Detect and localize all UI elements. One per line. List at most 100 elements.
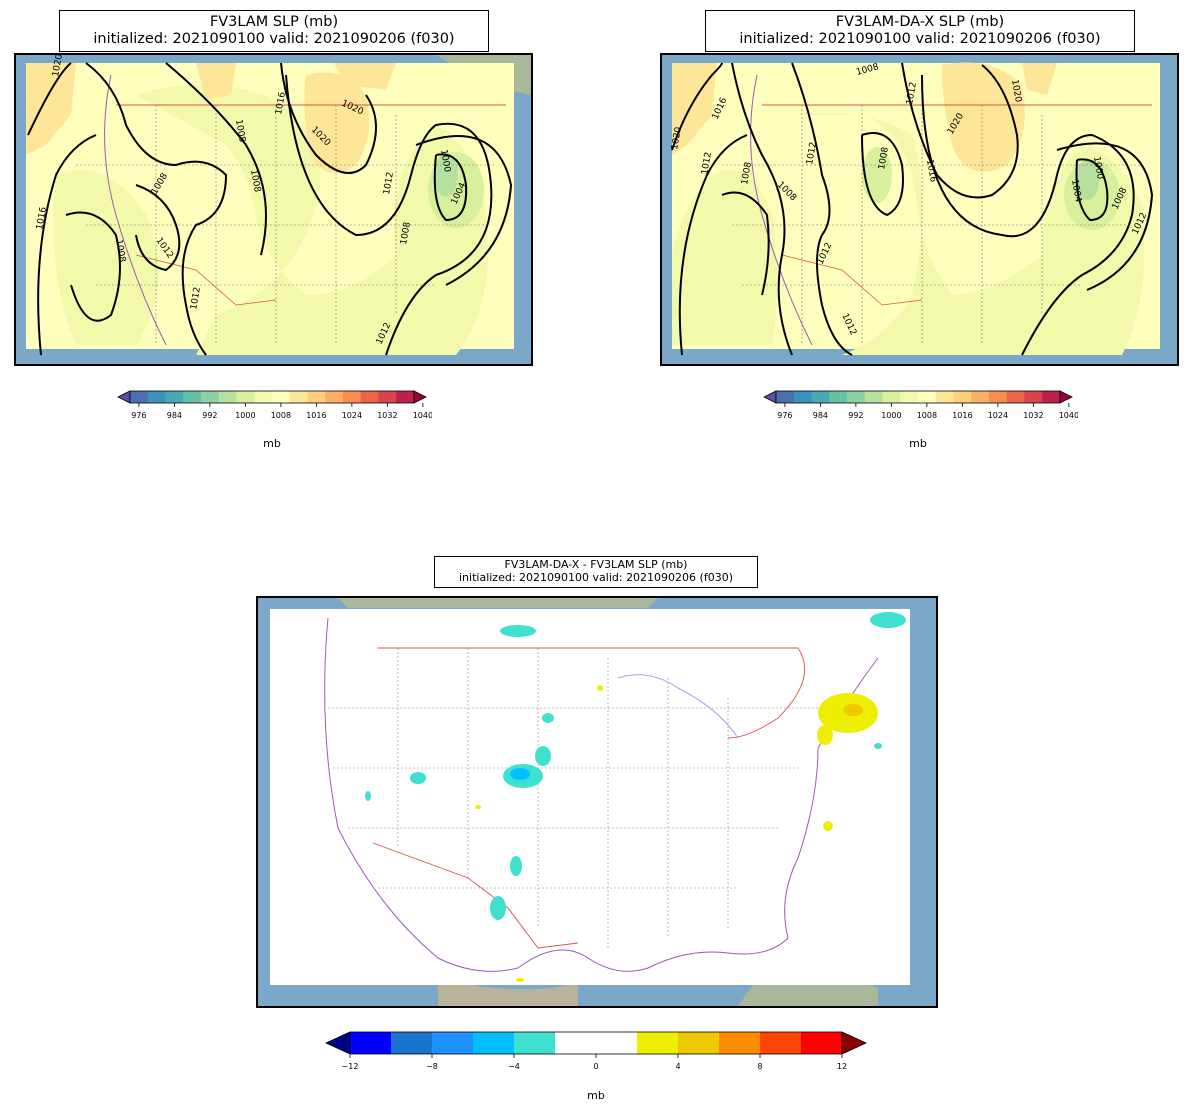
colorbar-segment (596, 1032, 638, 1054)
panel-title: FV3LAM-DA-X - FV3LAM SLP (mb) initialize… (434, 556, 758, 588)
colorbar-tick-label: 1008 (271, 411, 291, 420)
colorbar-extend-max (413, 390, 427, 404)
slp-colorbar-canvas: 9769849921000100810161024103210401048 (763, 390, 1115, 420)
contour-label: 1012 (805, 141, 819, 165)
colorbar-segment (360, 391, 379, 403)
colorbar-tick-label: 1008 (917, 411, 937, 420)
colorbar-segment (678, 1032, 720, 1054)
contour-label: 1008 (399, 221, 413, 246)
colorbar-segment (343, 391, 362, 403)
colorbar-segment (811, 391, 830, 403)
colorbar-segment (555, 1032, 597, 1054)
contour-label: 1004 (1069, 179, 1083, 204)
contour-label: 1020 (1009, 79, 1023, 104)
colorbar-segment (396, 391, 415, 403)
colorbar-tick-label: 8 (757, 1062, 762, 1071)
colorbar-outline (775, 390, 1061, 404)
contour-label: 1016 (35, 206, 49, 231)
colorbar-segment (307, 391, 326, 403)
slp-map-canvas: 1008 1012 1020 1016 1020 1012 1016 1020 … (662, 55, 1177, 364)
colorbar-segment (776, 391, 795, 403)
colorbar-tick-label: 1000 (235, 411, 255, 420)
contour-label: 1008 (248, 169, 262, 194)
contour-label: 1008 (113, 239, 127, 264)
title-line-2: initialized: 2021090100 valid: 202109020… (739, 30, 1101, 47)
colorbar-segment (637, 1032, 679, 1054)
colorbar-tick-label: 1040 (1059, 411, 1078, 420)
colorbar-segment (719, 1032, 761, 1054)
colorbar-tick-label: 1024 (342, 411, 362, 420)
colorbar-segment (971, 391, 990, 403)
colorbar-segment (218, 391, 237, 403)
positive-difference-core (843, 704, 863, 716)
colorbar-segment (473, 1032, 515, 1054)
colorbar-segment (289, 391, 308, 403)
slp-map: 1020 1016 1020 1020 1016 1008 1008 1008 … (14, 53, 533, 366)
colorbar-segment (935, 391, 954, 403)
colorbar-segment (953, 391, 972, 403)
colorbar-tick-label: 984 (167, 411, 182, 420)
colorbar-extend-max (1059, 390, 1073, 404)
colorbar-outline (129, 390, 415, 404)
colorbar-extend-min (325, 1031, 351, 1055)
contour-label: 1016 (274, 91, 288, 116)
colorbar-tick-label: 1016 (306, 411, 326, 420)
colorbar-tick-label: 992 (848, 411, 863, 420)
colorbar-segment (147, 391, 166, 403)
difference-map (256, 596, 938, 1008)
contour-label: 1008 (877, 146, 891, 171)
colorbar-segment (432, 1032, 474, 1054)
slp-colorbar: 9769849921000100810161024103210401048 (116, 388, 469, 448)
colorbar-segment (165, 391, 184, 403)
contour-label: 1000 (438, 149, 452, 174)
difference-colorbar: −12 −8 −4 0 4 8 12 (322, 1030, 872, 1090)
contour-label: 1012 (382, 171, 396, 195)
contour-label: 1000 (1091, 156, 1105, 181)
contour-label: 1012 (189, 286, 203, 310)
title-line-1: FV3LAM-DA-X - FV3LAM SLP (mb) (504, 558, 688, 571)
colorbar-segment (847, 391, 866, 403)
contour-label: 1016 (924, 159, 938, 184)
title-line-1: FV3LAM-DA-X SLP (mb) (835, 14, 1005, 30)
panel-title: FV3LAM-DA-X SLP (mb) initialized: 202109… (705, 10, 1135, 52)
colorbar-tick-label: 1032 (1023, 411, 1043, 420)
slp-map: 1008 1012 1020 1016 1020 1012 1016 1020 … (660, 53, 1179, 366)
colorbar-segment (254, 391, 273, 403)
negative-difference-core (510, 768, 530, 780)
colorbar-segment (918, 391, 937, 403)
colorbar-segment (514, 1032, 556, 1054)
colorbar-segment (391, 1032, 433, 1054)
contour-label: 1020 (670, 126, 684, 151)
slp-colorbar: 9769849921000100810161024103210401048 (762, 388, 1115, 448)
colorbar-segment (236, 391, 255, 403)
colorbar-unit-label: mb (587, 1089, 605, 1102)
colorbar-tick-label: 984 (813, 411, 828, 420)
title-line-1: FV3LAM SLP (mb) (209, 14, 339, 30)
colorbar-extend-max (841, 1031, 867, 1055)
colorbar-segment (130, 391, 149, 403)
colorbar-tick-label: −8 (426, 1062, 438, 1071)
slp-map-canvas: 1020 1016 1020 1020 1016 1008 1008 1008 … (16, 55, 531, 364)
colorbar-segment (829, 391, 848, 403)
colorbar-tick-label: 1024 (988, 411, 1008, 420)
contour-label: 1008 (233, 119, 247, 144)
colorbar-segment (801, 1032, 843, 1054)
colorbar-segment (793, 391, 812, 403)
colorbar-tick-label: 1032 (377, 411, 397, 420)
difference-map-canvas (258, 598, 936, 1006)
colorbar-segment (989, 391, 1008, 403)
colorbar-tick-label: 976 (131, 411, 146, 420)
colorbar-tick-label: 1000 (881, 411, 901, 420)
colorbar-segment (183, 391, 202, 403)
contour-label: 1012 (905, 81, 919, 105)
difference-colorbar-canvas: −12 −8 −4 0 4 8 12 (325, 1031, 867, 1071)
colorbar-segment (900, 391, 919, 403)
colorbar-segment (760, 1032, 802, 1054)
colorbar-tick-label: 976 (777, 411, 792, 420)
panel-title: FV3LAM SLP (mb) initialized: 2021090100 … (59, 10, 489, 52)
contour-label: 1020 (51, 55, 65, 78)
contour-label: 1008 (740, 161, 754, 186)
title-line-2: initialized: 2021090100 valid: 202109020… (93, 30, 455, 47)
colorbar-segment (1024, 391, 1043, 403)
colorbar-segment (1006, 391, 1025, 403)
